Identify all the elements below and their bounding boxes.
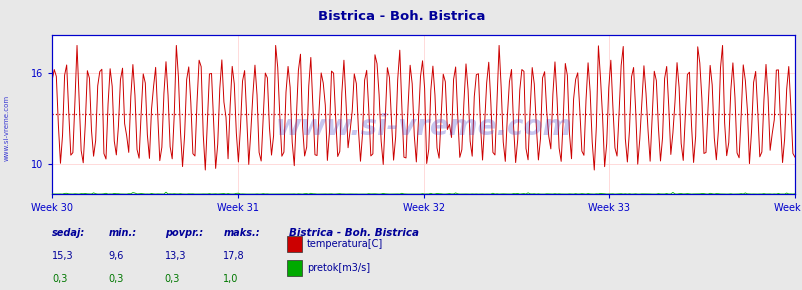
Text: sedaj:: sedaj:: [52, 228, 85, 238]
Text: 1,0: 1,0: [223, 274, 238, 284]
Text: maks.:: maks.:: [223, 228, 260, 238]
Text: 13,3: 13,3: [164, 251, 186, 261]
Text: 17,8: 17,8: [223, 251, 245, 261]
Text: temperatura[C]: temperatura[C]: [306, 240, 383, 249]
Text: Bistrica - Boh. Bistrica: Bistrica - Boh. Bistrica: [289, 228, 419, 238]
Text: 9,6: 9,6: [108, 251, 124, 261]
Text: 0,3: 0,3: [52, 274, 67, 284]
Text: 0,3: 0,3: [164, 274, 180, 284]
Text: povpr.:: povpr.:: [164, 228, 202, 238]
Text: Bistrica - Boh. Bistrica: Bistrica - Boh. Bistrica: [318, 10, 484, 23]
Text: www.si-vreme.com: www.si-vreme.com: [3, 95, 9, 161]
Text: www.si-vreme.com: www.si-vreme.com: [275, 113, 571, 141]
Text: 15,3: 15,3: [52, 251, 74, 261]
Text: min.:: min.:: [108, 228, 136, 238]
Text: pretok[m3/s]: pretok[m3/s]: [306, 263, 370, 273]
Text: 0,3: 0,3: [108, 274, 124, 284]
